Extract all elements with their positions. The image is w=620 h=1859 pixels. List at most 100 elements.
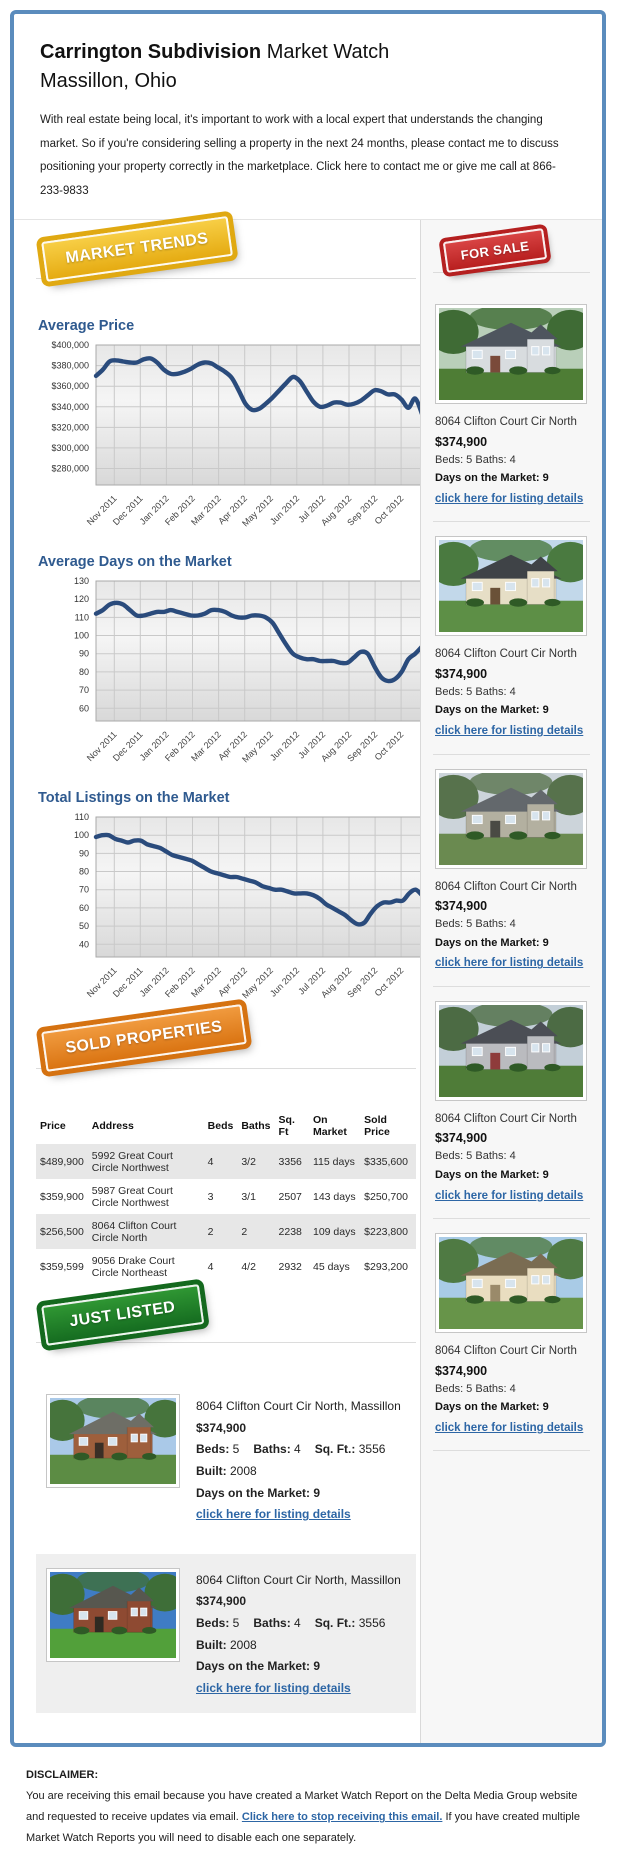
svg-text:80: 80: [79, 667, 89, 677]
svg-text:70: 70: [79, 885, 89, 895]
listing-photo[interactable]: [428, 536, 594, 637]
table-cell: $256,500: [40, 1225, 84, 1238]
listing-days-on-market: Days on the Market: 9: [435, 472, 549, 485]
listing-price: $374,900: [435, 1363, 488, 1378]
average-days-on-the-market-chart-title: Average Days on the Market: [38, 554, 232, 571]
listing-photo[interactable]: [40, 1567, 186, 1662]
sold-properties-badge: SOLD PROPERTIES: [41, 1004, 247, 1073]
svg-text:60: 60: [79, 704, 89, 714]
svg-text:100: 100: [74, 830, 89, 840]
market-trends-section-head: MARKET TRENDS: [36, 216, 416, 302]
table-cell: 2932: [278, 1260, 302, 1273]
section-rule: [36, 1068, 416, 1070]
svg-text:Oct 2012: Oct 2012: [373, 730, 406, 763]
table-row: $359,599 9056 Drake Court Circle Northeas…: [36, 1249, 416, 1284]
listing-photo[interactable]: [428, 1000, 594, 1101]
table-cell: 5987 Great Court Circle Northwest: [91, 1184, 173, 1209]
house-photo-illustration: [428, 536, 594, 633]
table-cell: 4: [207, 1260, 214, 1273]
listing-photo[interactable]: [40, 1394, 186, 1489]
svg-text:Oct 2012: Oct 2012: [373, 966, 406, 999]
sidebar-listing: 8064 Clifton Court Cir North $374,900 Beds…: [428, 1219, 594, 1452]
just-listed-section-head: JUST LISTED: [36, 1284, 416, 1366]
listing-address: 8064 Clifton Court Cir North: [435, 416, 577, 429]
svg-text:70: 70: [79, 685, 89, 695]
house-photo-illustration: [428, 1233, 594, 1330]
sold-properties-table: Price Address Beds Baths Sq. Ft On Market Sold…: [36, 1108, 416, 1284]
just-listed-badge: JUST LISTED: [41, 1284, 204, 1347]
house-photo-illustration: [428, 769, 594, 865]
svg-text:110: 110: [75, 613, 89, 623]
listing-address: 8064 Clifton Court Cir North, Massillon: [196, 1572, 401, 1587]
email-body: Carrington Subdivision Market Watch Mass…: [10, 10, 606, 1748]
listing-details-link[interactable]: click here for listing details: [196, 1680, 351, 1695]
listing-price: $374,900: [196, 1594, 247, 1609]
listing-photo[interactable]: [428, 1233, 594, 1334]
svg-text:90: 90: [79, 849, 89, 859]
listing-details-link[interactable]: click here for listing details: [196, 1507, 351, 1522]
listing-days-on-market: Days on the Market: 9: [196, 1659, 321, 1674]
table-cell: 3/2: [241, 1155, 256, 1168]
table-row: $359,900 5987 Great Court Circle Northwes…: [36, 1179, 416, 1214]
table-cell: 2: [207, 1225, 214, 1238]
table-cell: $359,900: [40, 1190, 84, 1203]
listing-address: 8064 Clifton Court Cir North: [435, 880, 577, 893]
svg-text:80: 80: [79, 867, 89, 877]
listing-price: $374,900: [196, 1420, 247, 1435]
svg-text:110: 110: [75, 812, 89, 822]
sidebar-listing: 8064 Clifton Court Cir North $374,900 Beds…: [428, 522, 594, 755]
section-rule: [36, 1342, 416, 1344]
sold-table-header-row: Price Address Beds Baths Sq. Ft On Market Sold…: [36, 1108, 416, 1144]
listing-days-on-market: Days on the Market: 9: [435, 936, 549, 949]
listing-address: 8064 Clifton Court Cir North: [435, 1112, 577, 1125]
listing-details-link[interactable]: click here for listing details: [435, 957, 584, 970]
svg-text:60: 60: [79, 903, 89, 913]
content-area: MARKET TRENDS Average Price $400,000 $380,…: [14, 216, 602, 1744]
svg-text:$320,000: $320,000: [51, 423, 89, 433]
svg-text:$340,000: $340,000: [51, 402, 89, 412]
listing-address: 8064 Clifton Court Cir North: [435, 1345, 577, 1358]
page-title-rest: Market Watch: [266, 41, 390, 63]
average-price-chart-block: Average Price $400,000 $380,000 $360,000 $34…: [36, 318, 425, 538]
table-cell: 3: [207, 1190, 214, 1203]
svg-text:100: 100: [74, 631, 89, 641]
listing-details-link[interactable]: click here for listing details: [435, 1421, 584, 1434]
svg-text:$360,000: $360,000: [51, 381, 89, 391]
sold-table-header: Beds: [207, 1120, 234, 1133]
table-cell: 45 days: [312, 1260, 350, 1273]
table-cell: 2238: [278, 1225, 302, 1238]
sold-table-header: Address: [91, 1120, 134, 1133]
sold-table-header: Baths: [241, 1120, 271, 1133]
listing-days-on-market: Days on the Market: 9: [435, 704, 549, 717]
disclaimer-heading: DISCLAIMER:: [26, 1769, 99, 1782]
table-cell: 115 days: [312, 1155, 355, 1168]
svg-text:90: 90: [79, 649, 89, 659]
listing-photo[interactable]: [428, 304, 594, 405]
listing-details-link[interactable]: click here for listing details: [435, 492, 584, 505]
svg-text:$380,000: $380,000: [51, 361, 89, 371]
listing-days-on-market: Days on the Market: 9: [435, 1168, 549, 1181]
listing-photo[interactable]: [428, 768, 594, 869]
table-cell: $335,600: [364, 1155, 408, 1168]
email-page: Carrington Subdivision Market Watch Mass…: [0, 10, 620, 1859]
table-cell: $489,900: [40, 1155, 84, 1168]
listing-days-on-market: Days on the Market: 9: [196, 1485, 321, 1500]
svg-text:$400,000: $400,000: [51, 340, 89, 350]
listing-specs: Beds: 5 Baths: 4 Sq. Ft.: 3556Built: 2008: [196, 1616, 386, 1652]
listing-days-on-market: Days on the Market: 9: [435, 1401, 549, 1414]
svg-text:Oct 2012: Oct 2012: [373, 494, 406, 527]
unsubscribe-link[interactable]: Click here to stop receiving this email.: [241, 1811, 443, 1824]
table-cell: 8064 Clifton Court Circle North: [91, 1219, 177, 1244]
listing-price: $374,900: [435, 1131, 488, 1146]
svg-text:$280,000: $280,000: [51, 464, 89, 474]
listing-address: 8064 Clifton Court Cir North: [435, 648, 577, 661]
average-price-chart-title: Average Price: [38, 318, 135, 335]
table-cell: 3/1: [241, 1190, 256, 1203]
sold-properties-section-head: SOLD PROPERTIES: [36, 1004, 416, 1092]
listing-details-link[interactable]: click here for listing details: [435, 725, 584, 738]
table-cell: $293,200: [364, 1260, 408, 1273]
average-price-chart: $400,000 $380,000 $360,000 $340,000 $320,000…: [51, 340, 425, 529]
listing-address: 8064 Clifton Court Cir North, Massillon: [196, 1399, 401, 1414]
listing-details-link[interactable]: click here for listing details: [435, 1189, 584, 1202]
